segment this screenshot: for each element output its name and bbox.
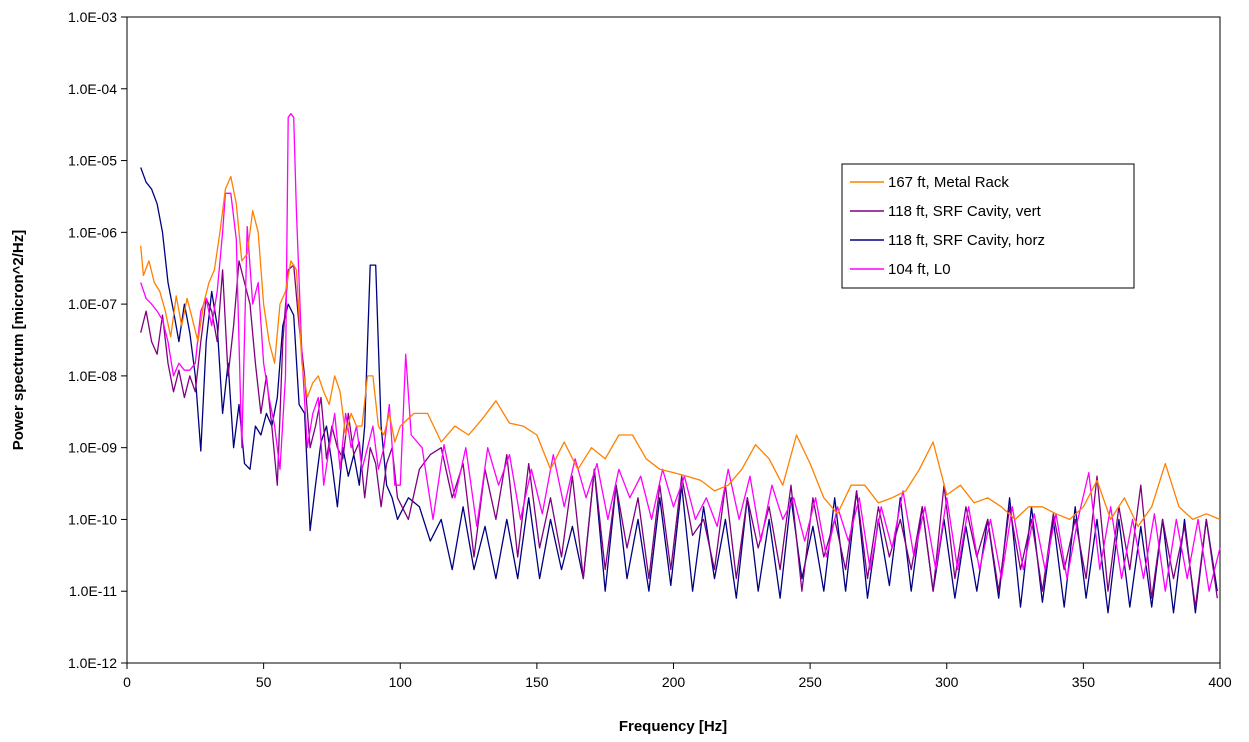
series-line-2	[141, 261, 1218, 607]
x-tick-label: 0	[123, 674, 131, 690]
y-tick-label: 1.0E-10	[68, 511, 117, 527]
y-tick-label: 1.0E-07	[68, 296, 117, 312]
x-tick-label: 100	[389, 674, 413, 690]
legend-label: 118 ft, SRF Cavity, vert	[888, 203, 1042, 220]
y-axis-title: Power spectrum [micron^2/Hz]	[10, 230, 27, 450]
legend: 167 ft, Metal Rack 118 ft, SRF Cavity, ve…	[842, 164, 1134, 288]
x-tick-label: 400	[1208, 674, 1232, 690]
y-tick-label: 1.0E-11	[69, 583, 117, 599]
y-tick-label: 1.0E-06	[68, 224, 117, 240]
x-tick-label: 200	[662, 674, 686, 690]
x-tick-label: 150	[525, 674, 549, 690]
x-tick-label: 350	[1072, 674, 1096, 690]
y-axis: 1.0E-12 1.0E-11 1.0E-10 1.0E-09 1.0E-08 1.0E-…	[68, 9, 127, 671]
legend-label: 104 ft, L0	[888, 261, 951, 278]
x-tick-label: 300	[935, 674, 959, 690]
y-tick-label: 1.0E-05	[68, 153, 117, 169]
x-tick-label: 250	[798, 674, 822, 690]
y-tick-label: 1.0E-04	[68, 81, 117, 97]
x-tick-label: 50	[256, 674, 272, 690]
y-tick-label: 1.0E-12	[68, 655, 117, 671]
y-tick-label: 1.0E-08	[68, 368, 117, 384]
x-axis: 0 50 100 150 200 250 300 350 400	[123, 663, 1232, 690]
legend-label: 118 ft, SRF Cavity, horz	[888, 232, 1045, 249]
legend-label: 167 ft, Metal Rack	[888, 174, 1009, 191]
y-tick-label: 1.0E-03	[68, 9, 117, 25]
x-axis-title: Frequency [Hz]	[619, 718, 727, 735]
y-tick-label: 1.0E-09	[68, 440, 117, 456]
